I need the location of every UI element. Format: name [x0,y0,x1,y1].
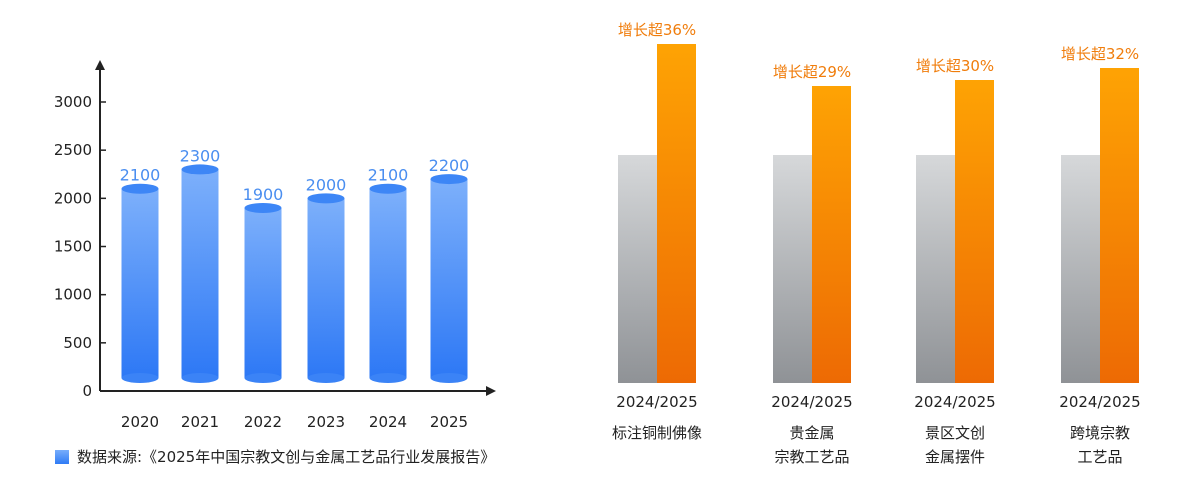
data-label: 2100 [368,166,409,185]
growth-label: 增长超29% [773,63,851,81]
y-tick-label: 2000 [54,189,92,207]
data-label: 1900 [243,185,284,204]
y-tick-label: 500 [63,334,92,352]
y-tick-label: 2500 [54,141,92,159]
category-label: 金属摆件 [925,448,985,466]
bar-2025 [657,44,696,383]
legend-label: 数据来源:《2025年中国宗教文创与金属工艺品行业发展报告》 [77,448,496,466]
bar-2022 [244,207,282,378]
x-tick-label: 2020 [121,413,159,431]
y-tick-label: 0 [82,382,92,400]
category-label: 景区文创 [925,424,985,442]
bar-base [181,373,219,383]
x-tick-label: 2022 [244,413,282,431]
bar-2024 [369,188,407,378]
y-axis-arrow-icon [95,60,105,70]
growth-label: 增长超32% [1061,45,1139,63]
bar-top [430,174,468,185]
bar-2021 [181,169,219,378]
x-axis-arrow-icon [486,386,496,396]
bar-2020 [121,188,159,378]
bar-base [307,373,345,383]
period-label: 2024/2025 [771,393,852,411]
period-label: 2024/2025 [914,393,995,411]
y-tick-label: 3000 [54,93,92,111]
category-label: 标注铜制佛像 [612,424,702,442]
growth-label: 增长超36% [618,21,696,39]
y-tick-label: 1500 [54,238,92,256]
x-tick-label: 2021 [181,413,219,431]
category-label: 工艺品 [1077,448,1122,466]
data-label: 2300 [180,146,221,165]
category-label: 跨境宗教 [1070,424,1130,442]
bar-2025 [812,86,851,383]
period-label: 2024/2025 [1059,393,1140,411]
bar-base [121,373,159,383]
x-tick-label: 2025 [430,413,468,431]
bar-2025 [955,80,994,383]
bar-top [121,183,159,194]
bar-2023 [307,198,345,378]
bar-top [181,164,219,175]
data-label: 2100 [120,166,161,185]
x-tick-label: 2023 [307,413,345,431]
bar-2024 [1061,155,1100,383]
growth-label: 增长超30% [916,57,994,75]
bar-top [244,202,282,213]
y-tick-label: 1000 [54,286,92,304]
period-label: 2024/2025 [616,393,697,411]
category-label: 宗教工艺品 [774,448,849,466]
bar-top [307,193,345,204]
legend: 数据来源:《2025年中国宗教文创与金属工艺品行业发展报告》 [55,446,495,467]
data-label: 2200 [429,156,470,175]
x-tick-label: 2024 [369,413,407,431]
bar-2025 [430,179,468,378]
legend-swatch [55,449,69,464]
bar-2024 [618,155,657,383]
bar-top [369,183,407,194]
data-label: 2000 [306,175,347,194]
bar-2025 [1100,68,1139,383]
bar-base [244,373,282,383]
category-label: 贵金属 [789,424,834,442]
bar-base [430,373,468,383]
bar-2024 [773,155,812,383]
bar-base [369,373,407,383]
bar-2024 [916,155,955,383]
